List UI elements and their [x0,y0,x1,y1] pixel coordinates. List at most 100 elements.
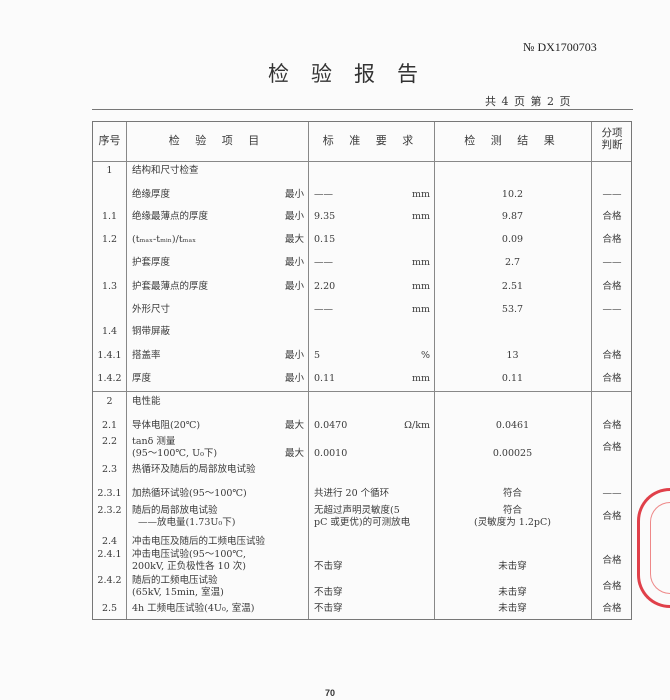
row-number: 2.4.2 [97,575,122,586]
row-number: 2.5 [101,603,118,614]
row-limit: 最小 [284,257,304,268]
column-header-result: 检 测 结 果 [464,134,561,147]
row-result: 53.7 [501,304,524,315]
row-result: 未击穿 [498,587,527,598]
row-divider [93,161,631,162]
column-header-standard: 标 准 要 求 [322,134,420,147]
row-unit: mm [411,189,430,200]
row-number: 1 [106,165,113,176]
row-limit: 最小 [284,189,304,200]
row-judgment: 合格 [602,555,622,566]
row-item: 护套最薄点的厚度 [132,281,209,292]
row-judgment: 合格 [602,442,622,453]
row-result: 2.51 [501,281,524,292]
column-divider [126,122,127,619]
column-divider [434,122,435,619]
row-standard: —— [314,257,333,268]
row-number: 1.3 [101,281,118,292]
row-number: 2 [106,396,113,407]
row-number: 1.4 [101,326,118,337]
row-standard: —— [314,189,333,200]
row-item: 护套厚度 [132,257,171,268]
row-number: 1.4.1 [97,350,122,361]
row-number: 1.2 [101,234,118,245]
row-unit: mm [411,257,430,268]
row-number: 2.3.1 [97,488,122,499]
row-standard: 2.20 [314,281,336,292]
row-standard: 0.15 [314,234,336,245]
page-number: 70 [325,688,336,698]
row-judgment: 合格 [602,373,622,384]
stamp-inner-ring [650,502,670,594]
row-number: 2.3 [101,464,118,475]
row-item: 随后的局部放电试验 ——放电量(1.73U₀下) [132,505,236,528]
row-result: 符合 [502,488,522,499]
row-number: 1.1 [101,211,118,222]
row-judgment: 合格 [602,420,622,431]
row-unit: mm [411,211,430,222]
row-judgment: 合格 [602,581,622,592]
row-item: 冲击电压及随后的工频电压试验 [132,536,266,547]
row-unit: Ω/km [404,420,430,431]
row-standard: 9.35 [314,211,336,222]
row-judgment: 合格 [602,603,622,614]
row-result: 未击穿 [498,603,527,614]
header-rule [92,109,633,110]
row-unit: mm [411,304,430,315]
row-item: 导体电阻(20℃) [132,420,201,431]
row-number: 1.4.2 [97,373,122,384]
row-result: 0.0461 [495,420,530,431]
row-judgment: 合格 [602,211,622,222]
row-limit: 最大 [284,448,304,459]
row-item: 冲击电压试验(95～100℃, 200kV, 正负极性各 10 次) [132,549,247,572]
row-number: 2.1 [101,420,118,431]
column-header-judgment: 分项判断 [601,127,623,151]
row-limit: 最小 [284,373,304,384]
row-standard: 无超过声明灵敏度(5 pC 或更优)的可测放电 [314,505,411,528]
row-unit: mm [411,281,430,292]
row-standard: 共进行 20 个循环 [314,488,390,499]
row-judgment: 合格 [602,350,622,361]
row-unit: mm [411,373,430,384]
row-judgment: 合格 [602,234,622,245]
row-item: 绝缘最薄点的厚度 [132,211,209,222]
row-item: 4h 工频电压试验(4U₀, 室温) [132,603,255,614]
row-judgment: 合格 [602,511,622,522]
row-result: 13 [506,350,519,361]
row-item: 绝缘厚度 [132,189,171,200]
row-item: (tₘₐₓ-tₘᵢₙ)/tₘₐₓ [132,234,197,245]
row-divider [93,391,631,392]
column-divider [591,122,592,619]
row-standard: —— [314,304,333,315]
row-item: 加热循环试验(95～100℃) [132,488,247,499]
row-judgment: —— [602,189,622,200]
row-limit: 最小 [284,281,304,292]
row-result: 0.09 [501,234,524,245]
row-result: 0.00025 [492,448,533,459]
column-divider [308,122,309,619]
row-result: 10.2 [501,189,524,200]
row-standard: 0.0470 [314,420,348,431]
row-item: 铜带屏蔽 [132,326,171,337]
row-standard: 0.0010 [314,448,348,459]
row-result: 2.7 [504,257,521,268]
row-item: 随后的工频电压试验 (65kV, 15min, 室温) [132,575,224,598]
page-title: 检验报告 [268,62,440,86]
row-result: 9.87 [501,211,524,222]
row-standard: 0.11 [314,373,336,384]
row-judgment: —— [602,304,622,315]
row-limit: 最大 [284,234,304,245]
row-number: 2.4 [101,536,118,547]
row-standard: 不击穿 [314,603,343,614]
row-item: tanδ 测量 (95～100℃, U₀下) [132,436,218,459]
row-item: 热循环及随后的局部放电试验 [132,464,256,475]
row-standard: 不击穿 [314,561,343,572]
row-judgment: —— [602,257,622,268]
row-standard: 不击穿 [314,587,343,598]
column-header-no: 序号 [98,134,121,147]
inspection-table: 序号检 验 项 目标 准 要 求检 测 结 果分项判断 1 结构和尺寸检查 绝缘厚度最… [92,121,632,620]
row-number: 2.2 [101,436,118,447]
column-header-item: 检 验 项 目 [168,134,266,147]
row-item: 搭盖率 [132,350,161,361]
row-limit: 最小 [284,350,304,361]
